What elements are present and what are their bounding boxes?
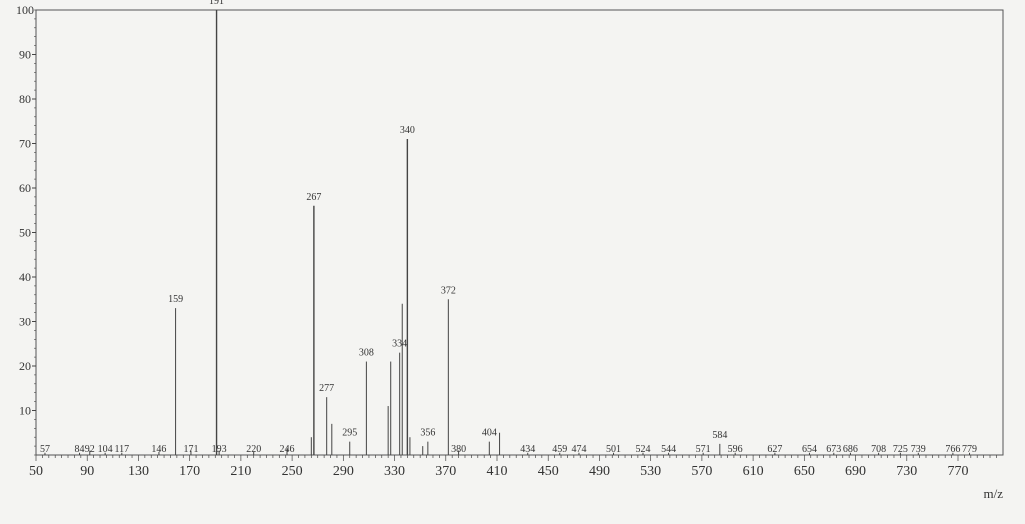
y-axis: 100 10 20 30 40 50 60 70 80 90: [16, 3, 36, 456]
y-tick-label: 90: [19, 48, 31, 62]
x-tick-label: 570: [691, 464, 712, 479]
x-tick-label: 730: [896, 464, 917, 479]
peak-label: 596: [728, 444, 743, 455]
x-tick-label: 330: [384, 464, 405, 479]
y-tick-label: 40: [19, 270, 31, 284]
peak-label: 356: [420, 428, 435, 439]
peak-label: 779: [962, 444, 977, 455]
peak-label: 434: [520, 444, 535, 455]
x-tick-label: 650: [794, 464, 815, 479]
peak-label: 295: [342, 428, 357, 439]
x-tick-label: 490: [589, 464, 610, 479]
peak-label: 104: [98, 444, 113, 455]
peak-label: 766: [945, 444, 960, 455]
x-tick-label: 290: [333, 464, 354, 479]
peak-label: 686: [843, 444, 858, 455]
x-tick-label: 770: [948, 464, 969, 479]
peak-label: 146: [151, 444, 166, 455]
y-tick-label: 10: [19, 404, 31, 418]
peak-label: 739: [911, 444, 926, 455]
peak-label: 474: [571, 444, 586, 455]
plot-frame: [35, 9, 1004, 456]
peak-label: 117: [114, 444, 129, 455]
peak-label: 246: [279, 444, 294, 455]
peak-label: 372: [441, 285, 456, 296]
y-tick-label: 100: [16, 3, 34, 17]
peak-label: 193: [212, 444, 227, 455]
y-tick-label: 20: [19, 359, 31, 373]
x-tick-label: 210: [230, 464, 251, 479]
peak-label: 501: [606, 444, 621, 455]
peak-label: 267: [306, 192, 321, 203]
peak-label: 159: [168, 294, 183, 305]
peak-label: 57: [40, 444, 50, 455]
x-tick-label: 170: [179, 464, 200, 479]
peak-label: 725: [893, 444, 908, 455]
x-tick-label: 610: [743, 464, 764, 479]
peak-label: 220: [246, 444, 261, 455]
x-tick-label: 250: [282, 464, 303, 479]
peak-label: 459: [552, 444, 567, 455]
x-tick-label: 690: [845, 464, 866, 479]
x-tick-label: 50: [29, 464, 43, 479]
x-tick-label: 410: [487, 464, 508, 479]
peak-label: 708: [871, 444, 886, 455]
x-tick-label: 450: [538, 464, 559, 479]
y-tick-label: 30: [19, 315, 31, 329]
peak-label: 92: [85, 444, 95, 455]
x-tick-label: 370: [435, 464, 456, 479]
peak-label: 544: [661, 444, 676, 455]
peak-label: 171: [183, 444, 198, 455]
peak-label: 584: [712, 430, 727, 441]
x-axis: 50 90 130 170 210 250 290 330 370 410 450 490 530 570…: [29, 455, 997, 479]
x-tick-label: 90: [80, 464, 94, 479]
peak-label: 308: [359, 348, 374, 359]
peak-label: 673: [826, 444, 841, 455]
peak-label: 524: [635, 444, 650, 455]
peak-label: 191: [209, 0, 224, 7]
peaks: 57 84 92 104 117 146 159 171 191 193 220 246 267 277 2…: [40, 0, 977, 455]
y-tick-label: 60: [19, 181, 31, 195]
peak-label: 627: [767, 444, 782, 455]
x-axis-label: m/z: [984, 486, 1004, 501]
peak-label: 84: [75, 444, 85, 455]
y-tick-label: 70: [19, 137, 31, 151]
peak-label: 277: [319, 383, 334, 394]
x-tick-label: 530: [640, 464, 661, 479]
x-tick-label: 130: [128, 464, 149, 479]
peak-label: 334: [392, 339, 407, 350]
y-tick-label: 80: [19, 92, 31, 106]
peak-label: 340: [400, 125, 415, 136]
peak-label: 380: [451, 444, 466, 455]
peak-label: 404: [482, 428, 497, 439]
y-tick-label: 50: [19, 226, 31, 240]
peak-label: 654: [802, 444, 817, 455]
peak-label: 571: [696, 444, 711, 455]
